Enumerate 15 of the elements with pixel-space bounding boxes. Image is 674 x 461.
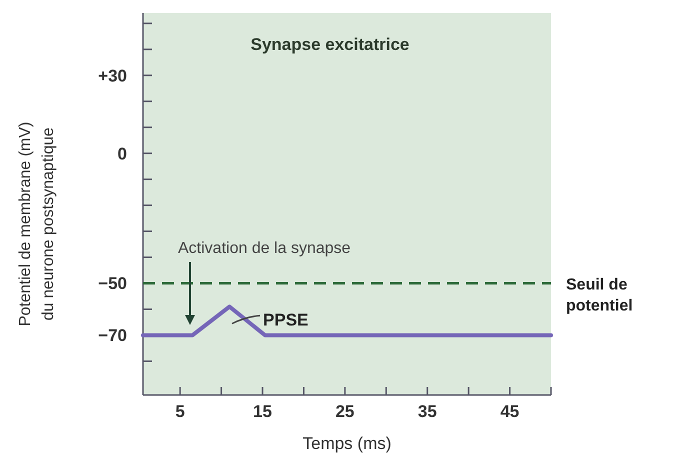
y-tick-label: −70 bbox=[98, 326, 127, 346]
y-tick-label: +30 bbox=[98, 66, 127, 86]
y-axis-title: Potentiel de membrane (mV) du neurone postsynaptique bbox=[17, 122, 57, 326]
x-tick-label: 45 bbox=[500, 402, 520, 421]
text: Synapse excitatrice bbox=[250, 35, 410, 54]
annotation: PPSE bbox=[263, 310, 308, 330]
y-tick-label: 0 bbox=[118, 144, 127, 164]
x-axis-title: Temps (ms) bbox=[302, 434, 392, 453]
x-tick-label: 35 bbox=[418, 402, 437, 421]
ref-line-label: Seuil de potentiel bbox=[566, 276, 633, 314]
annotation: Activation de la synapse bbox=[178, 240, 351, 257]
x-tick-label: 15 bbox=[253, 402, 272, 421]
y-tick-label: −50 bbox=[98, 274, 127, 294]
x-tick-label: 25 bbox=[335, 402, 354, 421]
x-tick-label: 5 bbox=[175, 402, 185, 421]
